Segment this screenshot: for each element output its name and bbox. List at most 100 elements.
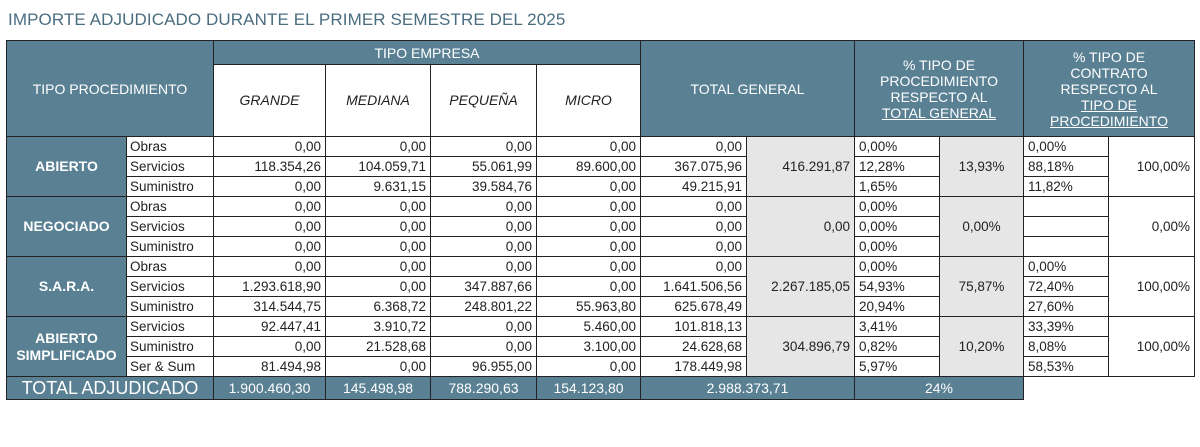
group-total: 2.267.185,05 (746, 256, 855, 317)
cell-total: 0,00 (640, 236, 747, 257)
group-pct: 75,87% (939, 256, 1024, 317)
group-total: 304.896,79 (746, 316, 855, 377)
cell-pct-contr: 11,82% (1023, 176, 1109, 197)
cell-pequena: 0,00 (430, 336, 537, 357)
header-tipo-procedimiento: TIPO PROCEDIMIENTO (6, 40, 214, 137)
header-grande: GRANDE (213, 64, 326, 137)
cell-pct-contr: 33,39% (1023, 316, 1109, 337)
cell-mediana: 0,00 (325, 356, 431, 377)
cell-pequena: 0,00 (430, 136, 537, 157)
cell-micro: 0,00 (536, 256, 641, 277)
header-micro: MICRO (536, 64, 641, 137)
cell-total: 0,00 (640, 196, 747, 217)
cell-total: 367.075,96 (640, 156, 747, 177)
cell-pct-contr (1023, 196, 1109, 217)
cell-micro: 0,00 (536, 356, 641, 377)
cell-total: 178.449,98 (640, 356, 747, 377)
header-total-general: TOTAL GENERAL (640, 40, 855, 137)
cell-mediana: 0,00 (325, 236, 431, 257)
cell-pequena: 0,00 (430, 216, 537, 237)
cell-total: 49.215,91 (640, 176, 747, 197)
cell-grande: 0,00 (213, 336, 326, 357)
row-tipo: Servicios (126, 156, 214, 177)
header-pct-contr-line1: % TIPO DE (1072, 48, 1146, 65)
cell-micro: 89.600,00 (536, 156, 641, 177)
cell-micro: 0,00 (536, 236, 641, 257)
header-pct-procedimiento: % TIPO DE PROCEDIMIENTO RESPECTO AL TOTA… (854, 40, 1024, 137)
row-tipo: Servicios (126, 216, 214, 237)
header-pequena: PEQUEÑA (430, 64, 537, 137)
cell-pct-proc: 54,93% (854, 276, 940, 297)
cell-mediana: 0,00 (325, 256, 431, 277)
cell-mediana: 0,00 (325, 216, 431, 237)
cell-micro: 0,00 (536, 176, 641, 197)
cell-mediana: 0,00 (325, 196, 431, 217)
group-total: 416.291,87 (746, 136, 855, 197)
cell-total: 0,00 (640, 216, 747, 237)
cell-pequena: 0,00 (430, 256, 537, 277)
header-pct-contr-line3: RESPECTO AL (1060, 80, 1158, 97)
total-pequena: 788.290,63 (430, 376, 537, 400)
cell-pct-proc: 1,65% (854, 176, 940, 197)
cell-pequena: 0,00 (430, 196, 537, 217)
header-pct-proc-line1: % TIPO DE (902, 56, 976, 73)
row-tipo: Suministro (126, 336, 214, 357)
cell-pct-contr: 0,00% (1023, 256, 1109, 277)
cell-micro: 0,00 (536, 276, 641, 297)
header-pct-contr-line5: PROCEDIMIENTO (1050, 112, 1168, 129)
cell-total: 1.641.506,56 (640, 276, 747, 297)
cell-pct-contr: 27,60% (1023, 296, 1109, 317)
group-contract-total-pct: 100,00% (1108, 256, 1195, 317)
cell-pct-proc: 5,97% (854, 356, 940, 377)
cell-mediana: 9.631,15 (325, 176, 431, 197)
cell-pequena: 0,00 (430, 236, 537, 257)
header-tipo-empresa: TIPO EMPRESA (213, 40, 641, 65)
cell-grande: 0,00 (213, 196, 326, 217)
group-contract-total-pct: 0,00% (1108, 196, 1195, 257)
cell-total: 625.678,49 (640, 296, 747, 317)
cell-pct-proc: 0,00% (854, 216, 940, 237)
total-mediana: 145.498,98 (325, 376, 431, 400)
cell-total: 0,00 (640, 256, 747, 277)
row-tipo: Obras (126, 196, 214, 217)
group-label: ABIERTO SIMPLIFICADO (6, 316, 127, 377)
row-tipo: Suministro (126, 236, 214, 257)
row-tipo: Obras (126, 256, 214, 277)
total-pct: 24% (854, 376, 1024, 400)
group-label: S.A.R.A. (6, 256, 127, 317)
group-pct: 0,00% (939, 196, 1024, 257)
cell-mediana: 104.059,71 (325, 156, 431, 177)
cell-pct-contr: 88,18% (1023, 156, 1109, 177)
row-tipo: Servicios (126, 316, 214, 337)
cell-micro: 0,00 (536, 216, 641, 237)
row-tipo: Ser & Sum (126, 356, 214, 377)
group-contract-total-pct: 100,00% (1108, 136, 1195, 197)
cell-pequena: 39.584,76 (430, 176, 537, 197)
cell-mediana: 6.368,72 (325, 296, 431, 317)
cell-pct-contr: 8,08% (1023, 336, 1109, 357)
cell-pequena: 96.955,00 (430, 356, 537, 377)
cell-mediana: 0,00 (325, 276, 431, 297)
group-contract-total-pct: 100,00% (1108, 316, 1195, 377)
cell-mediana: 0,00 (325, 136, 431, 157)
total-general: 2.988.373,71 (640, 376, 855, 400)
adjudication-table: TIPO PROCEDIMIENTO TIPO EMPRESA TOTAL GE… (6, 40, 1195, 400)
cell-pct-proc: 0,00% (854, 256, 940, 277)
cell-pct-contr: 58,53% (1023, 356, 1109, 377)
cell-grande: 0,00 (213, 136, 326, 157)
group-label: NEGOCIADO (6, 196, 127, 257)
cell-micro: 0,00 (536, 136, 641, 157)
header-pct-contr-line4: TIPO DE (1080, 96, 1137, 113)
cell-grande: 1.293.618,90 (213, 276, 326, 297)
cell-grande: 118.354,26 (213, 156, 326, 177)
cell-pequena: 248.801,22 (430, 296, 537, 317)
total-micro: 154.123,80 (536, 376, 641, 400)
group-label: ABIERTO (6, 136, 127, 197)
page-title: IMPORTE ADJUDICADO DURANTE EL PRIMER SEM… (8, 10, 566, 29)
cell-grande: 0,00 (213, 216, 326, 237)
group-pct: 13,93% (939, 136, 1024, 197)
cell-grande: 0,00 (213, 176, 326, 197)
cell-pct-proc: 3,41% (854, 316, 940, 337)
row-tipo: Suministro (126, 176, 214, 197)
header-pct-contr-line2: CONTRATO (1070, 64, 1148, 81)
